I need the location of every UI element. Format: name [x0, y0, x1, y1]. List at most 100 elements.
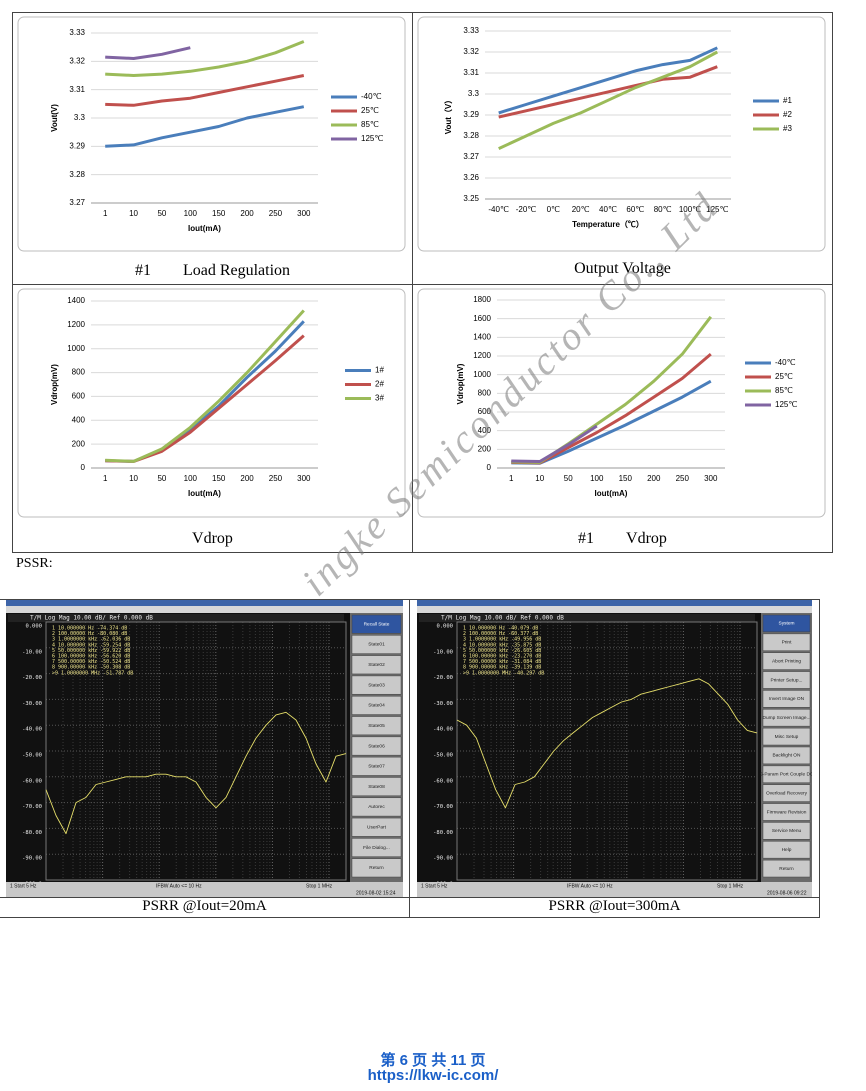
menu-button-label: Backlight ON [773, 753, 802, 759]
table-border [409, 599, 410, 917]
caption: Vdrop [13, 530, 412, 548]
marker-readout: 5 50.000000 kHz -26.605 dB [463, 648, 541, 654]
x-tick-label: 150 [212, 474, 226, 483]
caption: PSRR @Iout=300mA [548, 898, 681, 914]
menu-button [762, 859, 811, 878]
marker-readout: 5 50.000000 kHz -59.922 dB [52, 648, 130, 654]
y-tick-label: -50.00 [22, 753, 42, 759]
y-tick-label: -80.00 [22, 830, 42, 836]
y-tick-label: 0 [81, 463, 86, 472]
y-tick-label: 600 [478, 407, 492, 416]
x-tick-label: 50 [157, 209, 166, 218]
x-tick-label: 100 [184, 209, 198, 218]
caption-tag: #1 [134, 262, 151, 279]
series-line [105, 309, 305, 463]
y-tick-label: 0.000 [436, 624, 453, 630]
y-tick-label: -10.00 [22, 649, 42, 655]
x-tick-label: 250 [269, 209, 283, 218]
menu-button [351, 756, 402, 776]
menu-button-label: System [779, 621, 795, 627]
y-tick-label: 400 [478, 426, 492, 435]
series-line [45, 711, 347, 835]
series-line [498, 50, 719, 150]
legend-label: #1 [783, 96, 792, 105]
y-tick-label: 800 [478, 388, 492, 397]
y-tick-label: 3.33 [69, 28, 85, 37]
y-tick-label: 1000 [67, 344, 85, 353]
y-tick-label: 1800 [473, 295, 491, 304]
status-text: 2019-08-02 15:24 [356, 890, 396, 896]
x-tick-label: 50 [564, 474, 573, 483]
x-tick-label: 100 [184, 474, 198, 483]
y-tick-label: 3.33 [463, 26, 479, 35]
menu-button [762, 765, 811, 783]
menu-button [762, 709, 811, 727]
menu-button [762, 633, 811, 651]
legend-label: 125℃ [775, 400, 797, 409]
marker-readout: 2 100.00000 Hz -80.080 dB [52, 631, 127, 637]
title-bar [6, 600, 403, 606]
x-axis-title: Iout(mA) [188, 224, 221, 233]
status-bar [417, 882, 812, 897]
series-line [105, 46, 191, 60]
y-tick-label: -60.00 [22, 778, 42, 784]
y-tick-label: 3.31 [69, 85, 85, 94]
menu-button-label: Help [782, 847, 792, 853]
y-tick-label: -50.00 [433, 753, 453, 759]
marker-readout: 7 500.00000 kHz -31.084 dB [463, 659, 541, 665]
y-tick-label: -30.00 [22, 701, 42, 707]
caption-text: Vdrop [626, 530, 667, 547]
marker-readout: 4 10.000000 kHz -59.254 dB [52, 642, 130, 648]
y-tick-label: -90.00 [433, 856, 453, 862]
legend-label: 3# [375, 394, 384, 403]
menu-button [762, 822, 811, 840]
table-border [12, 284, 833, 285]
menu-button-label: S-Param Port Couple DC [760, 772, 812, 778]
series-line [498, 46, 718, 115]
x-tick-label: 200 [240, 209, 254, 218]
menu-bar [6, 606, 403, 613]
analyzer-screen: T/M Log Mag 10.00 dB/ Ref 0.000 dB 0.000 -… [6, 600, 403, 897]
menu-button-label: Abort Printing [772, 658, 801, 664]
caption: #1 Vdrop [413, 530, 832, 548]
status-text: 1 Start 5 Hz [421, 883, 448, 889]
menu-button [351, 817, 402, 837]
menu-button-label: Return [779, 866, 794, 872]
x-tick-label: -40℃ [488, 205, 509, 214]
marker-readout: 6 100.00000 kHz -23.270 dB [463, 654, 541, 660]
trace-header-bg [8, 614, 344, 622]
caption: Output Voltage [413, 260, 832, 278]
x-axis-title: Temperature（℃） [572, 219, 644, 229]
menu-button [351, 675, 402, 695]
section-label: PSSR: [16, 556, 53, 571]
marker-readout: 3 1.0000000 kHz -49.956 dB [463, 637, 541, 643]
menu-button-label: State06 [368, 743, 385, 749]
x-tick-label: 80℃ [654, 205, 672, 214]
y-tick-label: 3.3 [468, 89, 480, 98]
menu-button [351, 635, 402, 654]
y-tick-label: 3.27 [463, 152, 479, 161]
y-tick-label: 3.28 [463, 131, 479, 140]
menu-button-label: Recall State [364, 621, 390, 627]
y-tick-label: 0 [487, 463, 492, 472]
x-tick-label: 300 [297, 474, 311, 483]
chart: 0 200 400 600 800 1000 1200 1400 1 10 50 100 150 200 2… [17, 288, 406, 518]
marker-readout: 4 10.000000 kHz -35.875 dB [463, 642, 541, 648]
menu-button [351, 838, 402, 857]
menu-button-label: Invert Image ON [769, 696, 805, 702]
marker-readout: 2 100.00000 Hz -60.377 dB [463, 631, 538, 637]
y-tick-label: 3.3 [74, 113, 86, 122]
menu-button-label: Overload Recovery [766, 790, 808, 796]
y-tick-label: 3.29 [463, 110, 479, 119]
marker-readout: 1 10.000000 Hz -40.079 dB [463, 626, 538, 632]
table-border [412, 12, 413, 552]
y-tick-label: 200 [478, 444, 492, 453]
status-text: Stop 1 MHz [717, 883, 744, 889]
menu-button-label: Dump Screen Image... [763, 715, 811, 721]
legend-label: #2 [783, 110, 792, 119]
x-tick-label: 10 [129, 209, 138, 218]
y-tick-label: 3.26 [463, 173, 479, 182]
x-tick-label: 150 [619, 474, 633, 483]
series-line [456, 678, 758, 809]
